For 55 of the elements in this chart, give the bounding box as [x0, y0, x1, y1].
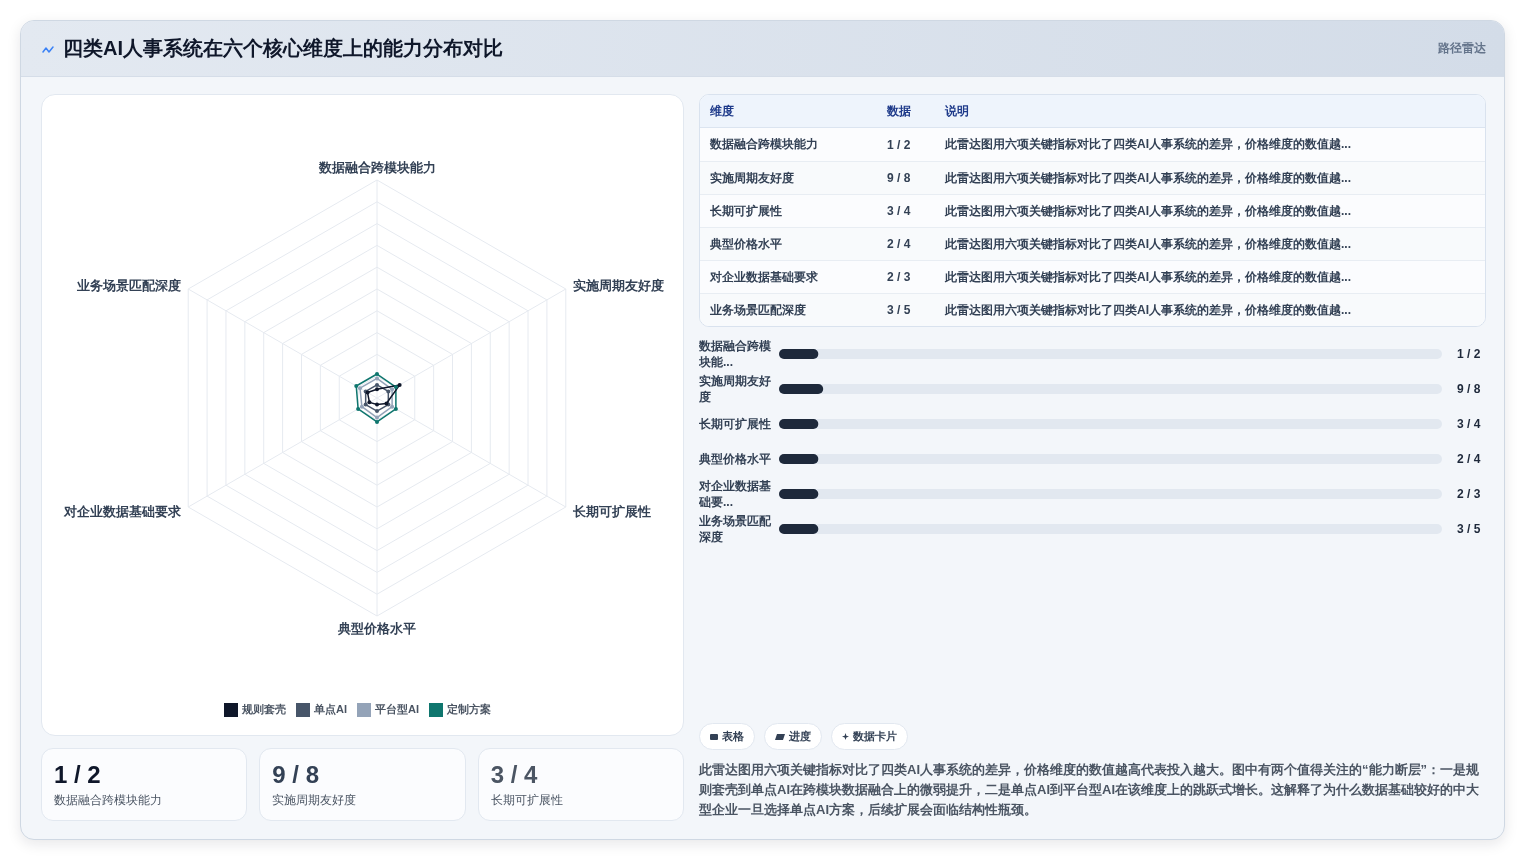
- spoke-label: 业务场景匹配深度: [76, 277, 182, 293]
- category-label: 数据: [886, 102, 912, 120]
- text: 此雷达图用六项关键指标对比了四类AI人事系统的差异，价格维度的数值越...: [944, 202, 1352, 220]
- legend-label: 规则套壳: [242, 702, 286, 715]
- text: 2 / 3: [1457, 486, 1481, 501]
- text: 此雷达图用六项关键指标对比了四类AI人事系统的差异，价格维度的数值越...: [944, 268, 1352, 286]
- text: 3 / 4: [1457, 416, 1481, 431]
- text: 对企业数据基础要求: [709, 268, 819, 286]
- category-label: 实施周期友好度: [272, 792, 358, 809]
- spoke-label: 实施周期友好度: [572, 277, 664, 293]
- category-label: 数据卡片: [853, 729, 897, 744]
- text: 此雷达图用六项关键指标对比了四类AI人事系统的差异，价格维度的数值越...: [944, 136, 1352, 153]
- text: 此雷达图用六项关键指标对比了四类AI人事系统的差异，价格维度的数值越高代表投入越大。图中有两个值得关注的“能力断层”：一是规则套壳到单点AI在跨模块数据融合上的微弱提升，二是单点AI到平台型AI在该维度上的跳跃式增长。这解释了为什么数据基础较好的中大型企业一旦选择单点AI方案，后续扩展会面临结构性瓶颈。: [699, 761, 1480, 819]
- category-label: 进度: [789, 729, 811, 744]
- text: 此雷达图用六项关键指标对比了四类AI人事系统的差异，价格维度的数值越...: [944, 169, 1352, 187]
- text: 2 / 4: [886, 237, 912, 251]
- text: 3 / 4: [886, 204, 912, 218]
- text: 实施周期友好度: [709, 169, 795, 187]
- legend-label: 单点AI: [314, 702, 347, 715]
- text: 路径雷达: [1438, 40, 1486, 57]
- text: 业务场景匹配深度: [709, 301, 807, 319]
- text: 2 / 3: [886, 270, 912, 284]
- text: 典型价格水平: [709, 235, 783, 253]
- category-label: 长期可扩展性: [490, 792, 564, 809]
- y-tick-label: 长期可扩展性: [698, 416, 771, 431]
- text: 此雷达图用六项关键指标对比了四类AI人事系统的差异，价格维度的数值越...: [944, 235, 1352, 253]
- spoke-label: 对企业数据基础要求: [63, 503, 183, 519]
- text: 长期可扩展性: [709, 202, 783, 220]
- text: 3 / 5: [1457, 521, 1481, 536]
- y-tick-label: 典型价格水平: [698, 451, 771, 466]
- text: 3 / 5: [886, 303, 912, 317]
- text: 9 / 8: [886, 171, 912, 185]
- legend-label: 定制方案: [447, 702, 491, 715]
- category-label: 说明: [944, 102, 970, 120]
- text: 此雷达图用六项关键指标对比了四类AI人事系统的差异，价格维度的数值越...: [944, 301, 1352, 319]
- text: 9 / 8: [1457, 381, 1481, 396]
- text: 1 / 2: [54, 761, 102, 789]
- y-tick-label: 对企业数据基础要...: [698, 478, 771, 509]
- spoke-label: 长期可扩展性: [571, 503, 651, 519]
- chart-title: 四类AI人事系统在六个核心维度上的能力分布对比: [63, 36, 503, 61]
- text: 2 / 4: [1457, 451, 1481, 466]
- text: 3 / 4: [490, 761, 539, 789]
- category-label: 维度: [709, 102, 735, 120]
- spoke-label: 典型价格水平: [337, 621, 416, 637]
- y-tick-label: 实施周期友好度: [698, 373, 771, 404]
- legend-label: 平台型AI: [375, 702, 419, 715]
- text: 9 / 8: [272, 761, 321, 789]
- text: 数据融合跨模块能力: [709, 136, 819, 153]
- y-tick-label: 数据融合跨模块能...: [698, 338, 771, 369]
- category-label: 数据融合跨模块能力: [54, 792, 163, 809]
- text: 1 / 2: [886, 137, 912, 152]
- y-tick-label: 业务场景匹配深度: [698, 513, 772, 544]
- category-label: 表格: [722, 729, 744, 744]
- text: 1 / 2: [1457, 346, 1481, 361]
- spoke-label: 数据融合跨模块能力: [317, 160, 436, 175]
